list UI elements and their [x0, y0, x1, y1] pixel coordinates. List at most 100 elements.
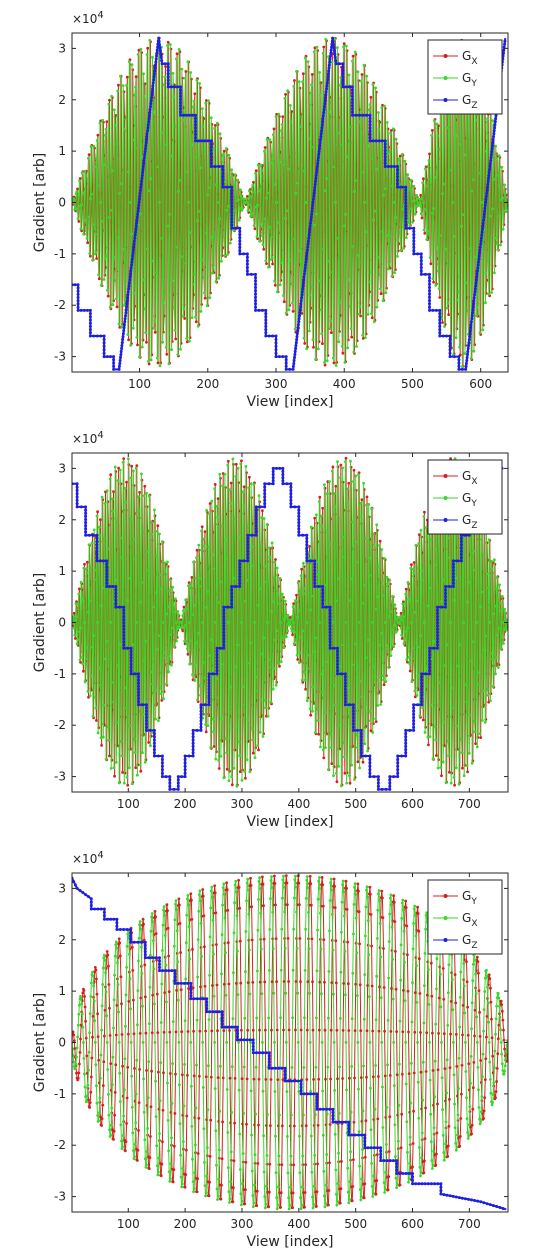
series-point	[209, 235, 212, 239]
series-point	[291, 364, 295, 368]
series-point	[150, 90, 154, 94]
series-point	[404, 592, 408, 596]
series-point	[359, 1029, 363, 1033]
series-point	[408, 600, 412, 603]
series-point	[222, 637, 226, 641]
series-point	[404, 630, 408, 634]
series-point	[413, 610, 417, 614]
series-point	[104, 133, 107, 137]
series-point	[404, 214, 408, 217]
series-point	[145, 491, 148, 495]
series-point	[340, 643, 344, 647]
series-point	[204, 723, 208, 726]
series-point	[105, 355, 109, 359]
series-point	[94, 706, 98, 710]
series-point	[188, 639, 192, 642]
series-point	[419, 262, 423, 266]
series-point	[246, 718, 250, 722]
series-point	[372, 532, 376, 536]
series-point	[387, 267, 390, 271]
series-point	[331, 356, 335, 360]
series-point	[494, 672, 497, 676]
series-point	[84, 508, 88, 512]
series-point	[496, 633, 500, 637]
series-point	[119, 975, 123, 979]
series-point	[400, 182, 403, 186]
series-point	[79, 1037, 82, 1041]
series-point	[314, 357, 317, 361]
series-point	[160, 771, 164, 775]
series-point	[295, 335, 299, 339]
series-point	[112, 108, 116, 112]
series-point	[301, 533, 305, 537]
series-point	[78, 1062, 81, 1066]
series-point	[226, 605, 230, 609]
series-point	[117, 1010, 120, 1014]
series-point	[245, 252, 249, 256]
series-point	[454, 134, 457, 137]
series-point	[315, 170, 319, 174]
series-point	[443, 325, 446, 328]
series-point	[317, 153, 321, 156]
series-point	[245, 1122, 248, 1126]
series-point	[176, 781, 180, 785]
series-point	[321, 748, 325, 752]
series-point	[221, 165, 225, 168]
series-point	[145, 340, 148, 344]
series-point	[351, 725, 355, 729]
series-point	[460, 365, 464, 368]
series-point	[311, 1028, 315, 1032]
series-point	[176, 353, 180, 356]
series-point	[192, 105, 195, 109]
series-point	[479, 242, 483, 246]
series-point	[349, 577, 353, 581]
series-point	[503, 607, 506, 611]
series-point	[85, 237, 89, 240]
series-point	[312, 555, 315, 559]
series-point	[378, 539, 382, 543]
series-point	[393, 271, 397, 274]
series-point	[119, 1123, 123, 1127]
series-point	[113, 465, 117, 469]
series-point	[308, 707, 312, 710]
series-point	[144, 331, 148, 334]
series-point	[374, 167, 378, 171]
series-point	[355, 728, 359, 732]
series-point	[230, 217, 234, 221]
series-point	[155, 529, 159, 533]
series-point	[302, 275, 306, 279]
series-point	[255, 1189, 259, 1193]
series-point	[341, 82, 345, 86]
series-point	[359, 748, 363, 752]
series-point	[338, 1201, 342, 1205]
series-point	[84, 521, 88, 525]
legend-marker	[443, 54, 448, 58]
series-point	[448, 1098, 451, 1101]
series-point	[207, 672, 211, 676]
series-point	[194, 139, 197, 143]
series-point	[475, 745, 479, 749]
series-point	[98, 534, 102, 538]
series-point	[413, 991, 417, 994]
series-point	[186, 647, 189, 651]
series-point	[412, 1071, 416, 1075]
series-point	[264, 334, 268, 338]
series-point	[328, 605, 332, 609]
series-point	[420, 700, 424, 704]
series-point	[83, 680, 87, 684]
series-point	[322, 108, 326, 112]
series-point	[421, 718, 425, 722]
series-point	[225, 185, 229, 189]
series-point	[79, 227, 83, 231]
series-point	[459, 559, 463, 563]
series-point	[316, 162, 320, 165]
series-point	[368, 136, 372, 140]
series-point	[91, 223, 95, 226]
series-point	[154, 932, 158, 935]
series-point	[348, 1076, 351, 1080]
series-point	[122, 611, 126, 615]
series-point	[319, 308, 323, 312]
series-point	[257, 494, 261, 498]
series-point	[237, 878, 241, 882]
series-point	[125, 302, 129, 306]
